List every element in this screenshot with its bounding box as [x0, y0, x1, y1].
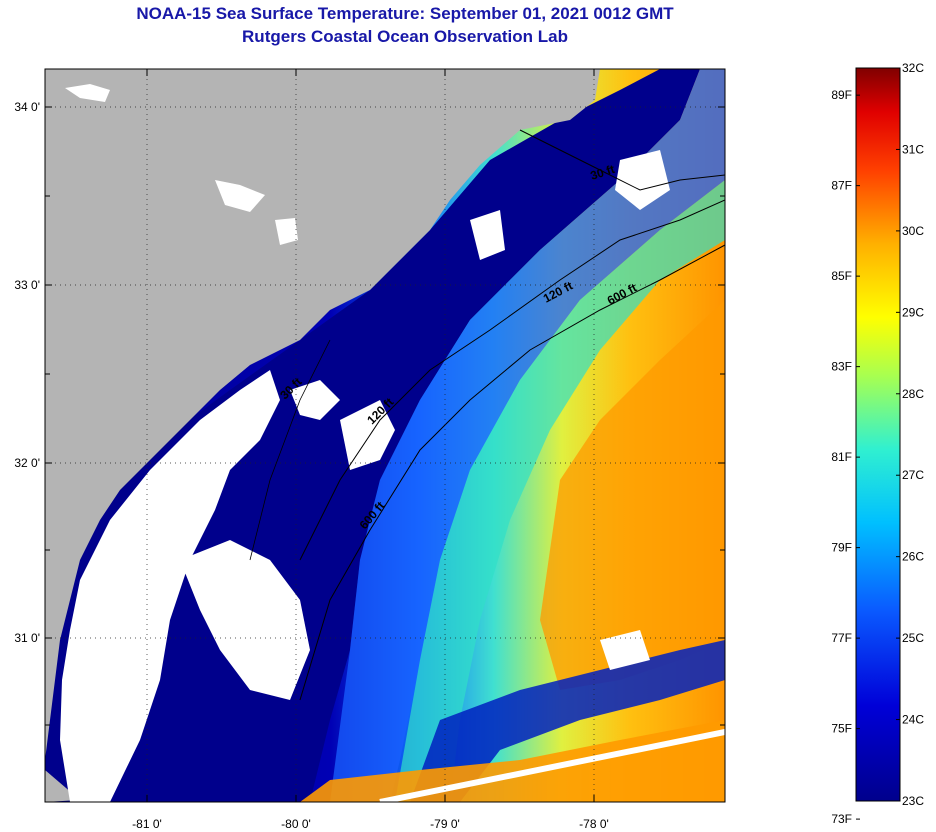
- isobath-600ft: [299, 244, 725, 701]
- colorbar-celsius-label: 30C: [902, 224, 924, 238]
- colorbar-fahrenheit-label: 83F: [831, 360, 852, 374]
- inland-lake-2: [215, 180, 265, 212]
- colorbar-fahrenheit-label: 85F: [831, 269, 852, 283]
- graticule: [45, 69, 725, 802]
- colorbar-fahrenheit-scale: 89F 87F 85F 83F 81F 79F 77F 75F 73F: [831, 88, 860, 826]
- isobath-30ft-north: [519, 129, 725, 191]
- southern-warm-band: [300, 720, 725, 802]
- cloud-mask-small: [290, 380, 340, 420]
- southern-cold-band: [410, 640, 725, 802]
- cloud-mask-center: [340, 400, 395, 470]
- colorbar-celsius-label: 28C: [902, 387, 924, 401]
- lon-label: -79 0': [430, 817, 460, 831]
- title-line-2: Rutgers Coastal Ocean Observation Lab: [242, 27, 568, 46]
- colorbar-celsius-label: 29C: [902, 305, 924, 319]
- title-line-1: NOAA-15 Sea Surface Temperature: Septemb…: [136, 4, 674, 23]
- colorbar-fahrenheit-label: 79F: [831, 541, 852, 555]
- mid-temperature-water: [395, 180, 725, 802]
- colorbar-celsius-scale: 32C 31C 30C 29C 28C 27C 26C 25C 24C 23C: [896, 61, 924, 808]
- lat-label: 34 0': [14, 100, 40, 114]
- lat-label: 32 0': [14, 456, 40, 470]
- cloud-mask-south: [600, 630, 650, 670]
- colorbar-fahrenheit-label: 89F: [831, 88, 852, 102]
- colorbar-fahrenheit-label: 77F: [831, 631, 852, 645]
- map-ticks: [45, 69, 725, 802]
- land-mass: [45, 69, 600, 760]
- colorbar-celsius-label: 31C: [902, 142, 924, 156]
- colorbar-celsius-label: 24C: [902, 713, 924, 727]
- lat-label: 31 0': [14, 631, 40, 645]
- lon-label: -78 0': [579, 817, 609, 831]
- cloud-mask-inner: [180, 540, 310, 700]
- colorbar-celsius-label: 25C: [902, 631, 924, 645]
- warm-core-water: [540, 300, 725, 690]
- swath-gap-line: [379, 729, 725, 802]
- colorbar-celsius-label: 27C: [902, 468, 924, 482]
- transition-water: [330, 69, 725, 802]
- map-panel: 30 ft 120 ft 600 ft 30 ft 120 ft 600 ft: [45, 69, 725, 802]
- colorbar-fahrenheit-label: 73F: [831, 812, 852, 826]
- inland-lake-1: [65, 84, 110, 102]
- map-frame: [44, 68, 726, 803]
- colorbar: [855, 67, 901, 802]
- colorbar-celsius-label: 26C: [902, 550, 924, 564]
- lat-label: 33 0': [14, 278, 40, 292]
- colorbar-fahrenheit-label: 81F: [831, 450, 852, 464]
- inland-lake-3: [275, 218, 298, 245]
- cloud-mask-north: [470, 210, 505, 260]
- colorbar-fahrenheit-label: 75F: [831, 722, 852, 736]
- cloud-mask-coastal: [60, 370, 280, 802]
- colorbar-fahrenheit-label: 87F: [831, 179, 852, 193]
- isobath-120ft: [299, 199, 725, 561]
- colorbar-celsius-label: 23C: [902, 794, 924, 808]
- lon-label: -81 0': [132, 817, 162, 831]
- cloud-mask-ne: [615, 150, 670, 210]
- lon-label: -80 0': [281, 817, 311, 831]
- isobath-30ft-south: [249, 339, 331, 561]
- colorbar-celsius-label: 32C: [902, 61, 924, 75]
